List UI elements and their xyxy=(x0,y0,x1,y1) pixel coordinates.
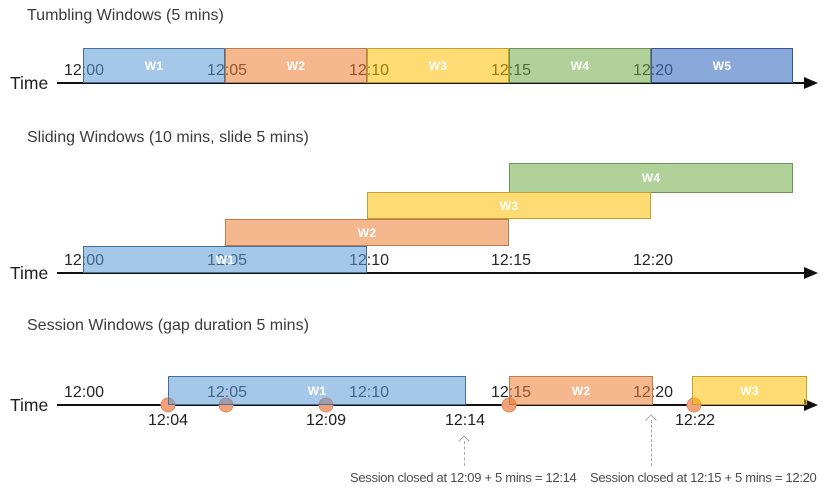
window-label: W2 xyxy=(357,225,377,240)
tick-label: 12:00 xyxy=(63,384,105,401)
window-label: W3 xyxy=(740,383,759,398)
annotation-note: Session closed at 12:09 + 5 mins = 12:14 xyxy=(350,470,577,485)
window-box-tumbling-w2: W2 xyxy=(225,48,367,83)
window-label: W2 xyxy=(286,58,306,73)
window-label: W5 xyxy=(712,58,732,73)
annotation-arrow-dash xyxy=(464,441,465,466)
window-box-tumbling-w3: W3 xyxy=(367,48,509,83)
window-box-sliding-w2: W2 xyxy=(225,219,509,246)
window-label: W3 xyxy=(428,58,448,73)
window-label: W1 xyxy=(215,252,235,267)
window-label: W3 xyxy=(499,198,519,213)
time-axis-label-sliding: Time xyxy=(10,263,49,283)
window-box-sliding-w1: W1 xyxy=(83,246,367,273)
window-box-tumbling-w1: W1 xyxy=(83,48,225,83)
window-box-session-w3: W3 xyxy=(692,376,807,405)
tick-label: 12:20 xyxy=(632,252,674,269)
event-time-label: 12:14 xyxy=(444,412,486,429)
event-time-label: 12:22 xyxy=(674,412,716,429)
window-box-tumbling-w5: W5 xyxy=(651,48,793,83)
section-title-tumbling: Tumbling Windows (5 mins) xyxy=(27,7,224,24)
window-label: W2 xyxy=(571,383,591,398)
window-label: W4 xyxy=(570,58,590,73)
time-axis-arrowhead-icon xyxy=(804,76,818,89)
time-axis-line-sliding xyxy=(57,271,807,275)
time-axis-arrowhead-icon xyxy=(804,398,818,411)
window-box-sliding-w4: W4 xyxy=(509,163,793,193)
annotation-note: Session closed at 12:15 + 5 mins = 12:20 xyxy=(590,470,817,485)
time-axis-label-session: Time xyxy=(10,395,49,415)
time-axis-arrowhead-icon xyxy=(804,266,818,279)
window-box-session-w2: W2 xyxy=(509,376,653,405)
annotation-arrow-dash xyxy=(651,420,652,466)
window-box-sliding-w3: W3 xyxy=(367,192,651,219)
section-title-sliding: Sliding Windows (10 mins, slide 5 mins) xyxy=(27,129,309,146)
time-axis-label-tumbling: Time xyxy=(10,73,49,93)
window-label: W4 xyxy=(641,171,661,185)
event-time-label: 12:09 xyxy=(305,412,347,429)
window-label: W1 xyxy=(144,58,164,73)
window-box-session-w1: W1 xyxy=(168,376,466,405)
event-time-label: 12:04 xyxy=(147,412,189,429)
window-label: W1 xyxy=(307,383,327,398)
section-title-session: Session Windows (gap duration 5 mins) xyxy=(27,317,309,334)
tick-label: 12:15 xyxy=(490,252,532,269)
window-box-tumbling-w4: W4 xyxy=(509,48,651,83)
